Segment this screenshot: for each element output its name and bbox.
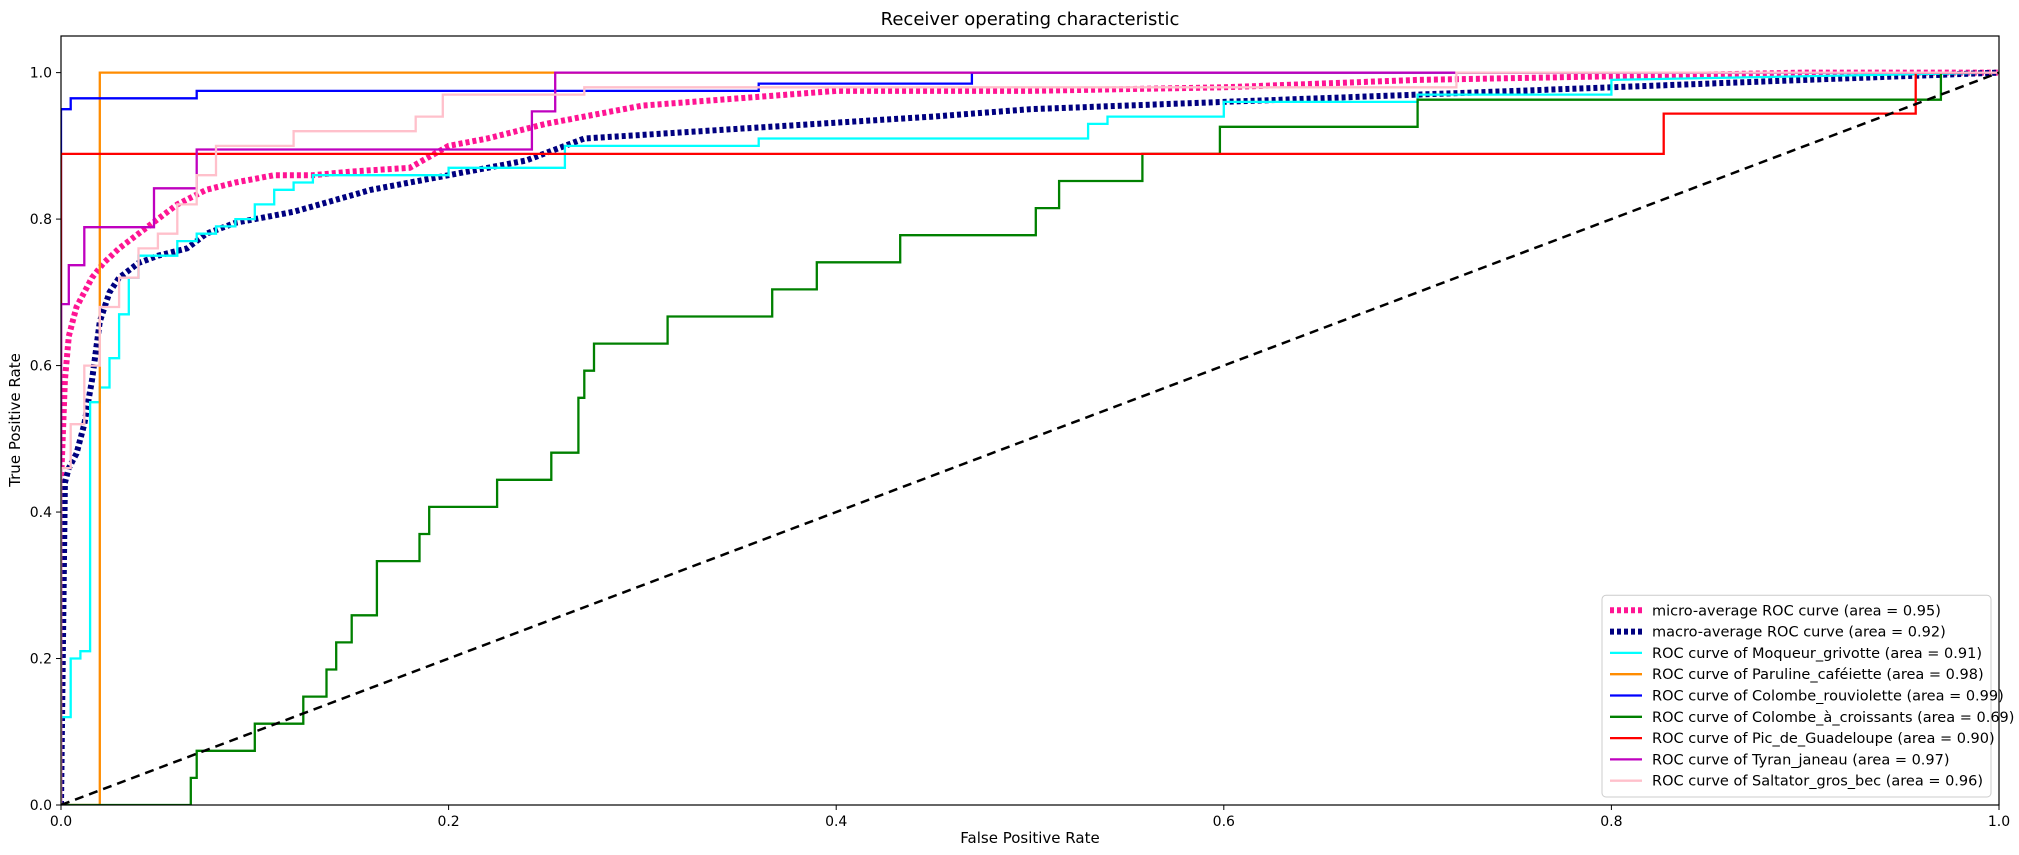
legend: micro-average ROC curve (area = 0.95) mac… [1601,594,2014,798]
y-tick-label: 0.6 [30,359,52,375]
legend-entry: ROC curve of Tyran_janeau (area = 0.97) [1652,752,1950,768]
x-tick-label: 0.0 [50,814,72,830]
y-tick-label: 0.2 [30,652,52,668]
x-axis-label: False Positive Rate [960,829,1099,847]
y-tick-label: 0.0 [30,798,52,814]
legend-box [1601,594,1992,798]
legend-entry: macro-average ROC curve (area = 0.92) [1652,625,1946,641]
series-line-micro-average-roc-curve [61,69,1999,805]
series-line-roc-curve-of-colombe-croissants [61,71,1999,805]
y-axis-ticks: 0.0 0.2 0.4 0.6 0.8 1.0 [30,66,61,814]
legend-entry: ROC curve of Moqueur_grivotte (area = 0.… [1652,646,1982,662]
series-line-roc-curve-of-colombe-rouviolette [61,71,1999,805]
legend-entry: micro-average ROC curve (area = 0.95) [1652,603,1941,619]
legend-entry: ROC curve of Pic_de_Guadeloupe (area = 0… [1652,731,1995,747]
y-tick-label: 0.8 [30,212,52,228]
legend-entry: ROC curve of Paruline_caféiette (area = … [1652,667,1984,683]
x-tick-label: 0.4 [825,814,847,830]
x-tick-label: 0.8 [1600,814,1622,830]
series-line-roc-curve-of-tyran-janeau [61,71,1999,805]
y-tick-label: 0.4 [30,505,52,521]
plot-area [61,69,1999,805]
series-line-roc-curve-of-saltator-gros-bec [61,71,1999,805]
legend-entry: ROC curve of Colombe_à_croissants (area … [1652,710,2014,726]
x-tick-label: 1.0 [1988,814,2010,830]
x-tick-label: 0.6 [1213,814,1235,830]
x-tick-label: 0.2 [437,814,459,830]
legend-entry: ROC curve of Colombe_rouviolette (area =… [1652,689,2004,705]
plot-frame [60,35,2000,806]
legend-entry: ROC curve of Saltator_gros_bec (area = 0… [1652,774,1983,790]
chart-title: Receiver operating characteristic [881,9,1180,30]
y-axis-label: True Positive Rate [6,353,24,488]
chance-diagonal-line [61,71,1999,805]
x-axis-ticks: 0.0 0.2 0.4 0.6 0.8 1.0 [50,805,2010,830]
y-tick-label: 1.0 [30,66,52,82]
